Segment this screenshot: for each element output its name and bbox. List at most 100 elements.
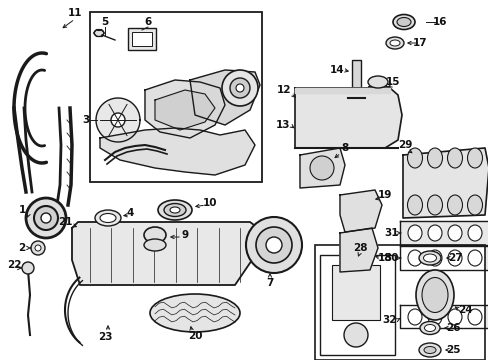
Text: 22: 22 <box>7 260 21 270</box>
Ellipse shape <box>427 309 441 325</box>
Ellipse shape <box>392 14 414 30</box>
Text: 7: 7 <box>266 278 273 288</box>
Circle shape <box>236 84 244 92</box>
Polygon shape <box>190 70 260 125</box>
Ellipse shape <box>407 309 421 325</box>
Circle shape <box>265 237 282 253</box>
Circle shape <box>245 217 302 273</box>
Bar <box>128 28 156 50</box>
Polygon shape <box>399 305 488 328</box>
Bar <box>309 93 321 138</box>
Ellipse shape <box>367 76 387 88</box>
Circle shape <box>31 241 45 255</box>
Text: 13: 13 <box>275 120 290 130</box>
Ellipse shape <box>94 30 104 36</box>
Text: 12: 12 <box>276 85 291 95</box>
Ellipse shape <box>419 321 439 334</box>
Polygon shape <box>399 246 488 270</box>
Text: 19: 19 <box>377 190 391 200</box>
Text: 9: 9 <box>181 230 188 240</box>
Circle shape <box>111 113 125 127</box>
Ellipse shape <box>421 278 447 312</box>
Ellipse shape <box>447 195 462 215</box>
Ellipse shape <box>467 250 481 266</box>
Bar <box>329 93 341 138</box>
Circle shape <box>256 227 291 263</box>
Ellipse shape <box>427 225 441 241</box>
Ellipse shape <box>385 37 403 49</box>
Polygon shape <box>299 148 345 188</box>
Ellipse shape <box>396 18 410 27</box>
Text: 5: 5 <box>101 17 108 27</box>
Ellipse shape <box>389 40 399 46</box>
Polygon shape <box>100 128 254 175</box>
Polygon shape <box>72 222 258 285</box>
Text: 30: 30 <box>384 253 398 263</box>
Polygon shape <box>96 98 140 142</box>
Polygon shape <box>155 90 215 130</box>
Text: 27: 27 <box>447 253 461 263</box>
Ellipse shape <box>418 251 440 265</box>
Text: 16: 16 <box>432 17 447 27</box>
Ellipse shape <box>418 343 440 357</box>
Circle shape <box>41 213 51 223</box>
Text: 14: 14 <box>329 65 344 75</box>
Ellipse shape <box>423 254 436 262</box>
Circle shape <box>34 206 58 230</box>
Bar <box>314 245 484 360</box>
Text: 3: 3 <box>82 115 89 125</box>
Bar <box>143 228 165 242</box>
Circle shape <box>22 262 34 274</box>
Ellipse shape <box>100 213 116 222</box>
Text: 28: 28 <box>352 243 366 253</box>
Circle shape <box>222 70 258 106</box>
Ellipse shape <box>95 210 121 226</box>
Bar <box>90 12 262 182</box>
Text: 1: 1 <box>19 205 25 215</box>
Ellipse shape <box>407 195 422 215</box>
Polygon shape <box>402 148 488 218</box>
Text: 6: 6 <box>144 17 151 27</box>
Circle shape <box>343 323 367 347</box>
Text: 20: 20 <box>187 331 202 341</box>
Text: 25: 25 <box>445 345 459 355</box>
Text: 11: 11 <box>68 8 82 18</box>
Bar <box>349 93 361 138</box>
Ellipse shape <box>407 225 421 241</box>
Polygon shape <box>339 190 381 232</box>
Polygon shape <box>145 80 224 138</box>
Polygon shape <box>294 88 401 148</box>
Text: 17: 17 <box>412 38 427 48</box>
Ellipse shape <box>467 148 482 168</box>
Circle shape <box>35 245 41 251</box>
Bar <box>319 255 394 355</box>
Text: 15: 15 <box>385 77 400 87</box>
Ellipse shape <box>407 148 422 168</box>
Bar <box>132 32 152 46</box>
Ellipse shape <box>447 148 462 168</box>
Text: 10: 10 <box>203 198 217 208</box>
Ellipse shape <box>150 294 240 332</box>
Bar <box>369 93 381 138</box>
Ellipse shape <box>467 225 481 241</box>
Ellipse shape <box>427 195 442 215</box>
Ellipse shape <box>415 270 453 320</box>
Text: 21: 21 <box>58 217 72 227</box>
Text: 26: 26 <box>445 323 459 333</box>
Bar <box>331 265 379 320</box>
Polygon shape <box>339 228 377 272</box>
Text: 2: 2 <box>19 243 25 253</box>
Ellipse shape <box>163 203 185 216</box>
Circle shape <box>309 156 333 180</box>
Text: 31: 31 <box>384 228 398 238</box>
Ellipse shape <box>467 195 482 215</box>
Circle shape <box>229 78 249 98</box>
Ellipse shape <box>170 207 180 213</box>
Ellipse shape <box>467 309 481 325</box>
Text: 32: 32 <box>382 315 396 325</box>
Ellipse shape <box>427 148 442 168</box>
Bar <box>367 86 387 94</box>
Polygon shape <box>294 88 389 93</box>
Circle shape <box>26 198 66 238</box>
Ellipse shape <box>447 309 461 325</box>
